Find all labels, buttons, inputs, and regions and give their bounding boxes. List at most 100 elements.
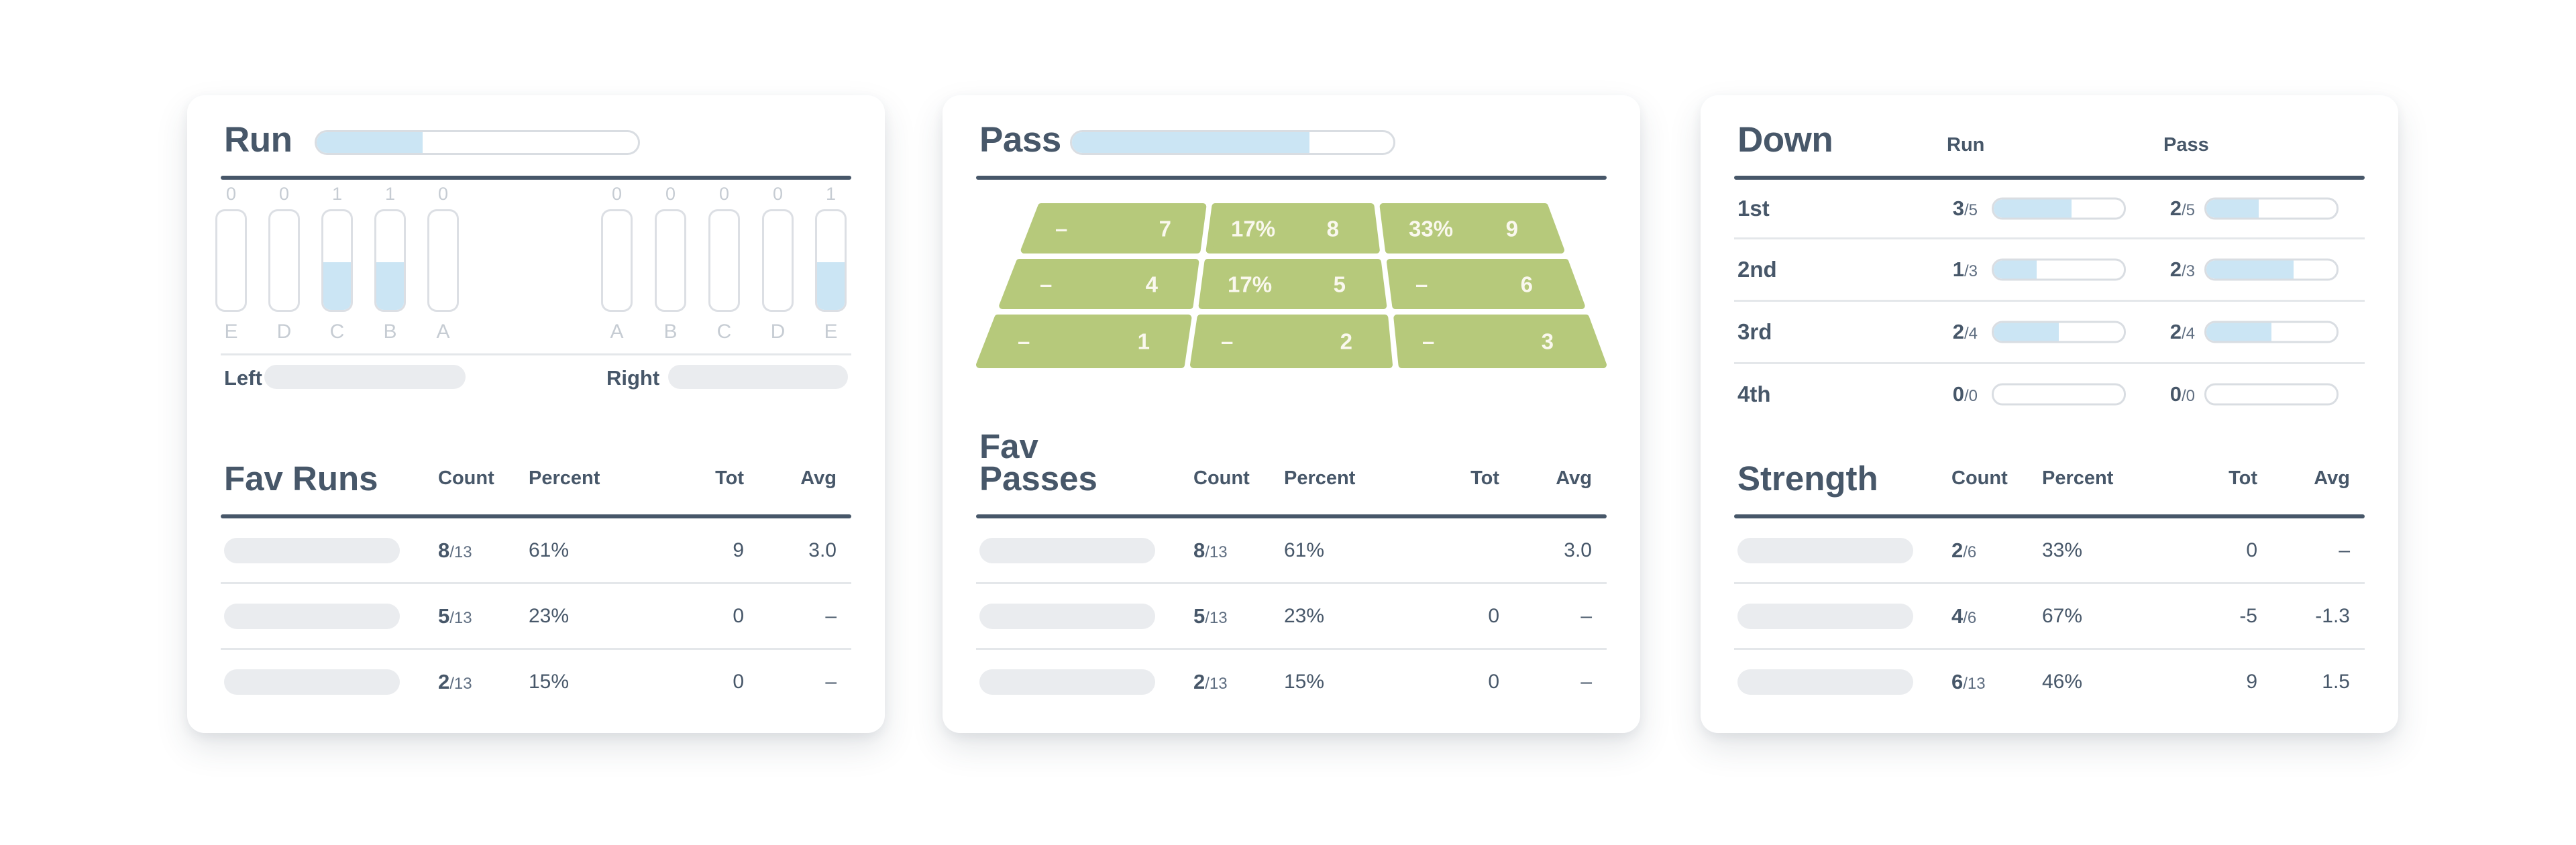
down-row: 2nd 1/3 2/3 [1737,239,2361,300]
left-direction-pill [264,365,466,389]
down-run-bar [1992,383,2126,406]
zone-number: 6 [1521,272,1533,297]
down-run-count: 2/4 [1953,320,1978,344]
gap-bar-fill [323,262,351,310]
fav-passes-title: Fav Passes [979,427,1097,498]
count-denominator: /13 [449,608,472,627]
gap-letter: A [610,321,624,343]
pass-zone-2 [1190,315,1393,368]
run-section-divider [221,353,851,355]
count-value: 2 [1951,538,1964,562]
run-gap-slot: 1 E [815,182,847,343]
avg-cell: 3.0 [1564,539,1592,561]
down-pass-bar [2204,321,2339,343]
gap-bar [427,209,459,312]
count-denominator: /3 [1964,262,1978,280]
down-card-title: Down [1737,120,1833,160]
col-header-avg: Avg [2314,467,2350,489]
count-value: 2 [2169,196,2182,220]
table-row: 8/13 61% 9 3.0 [224,518,848,582]
avg-cell: 3.0 [808,539,837,561]
down-label: 4th [1737,382,1771,406]
count-cell: 4/6 [1951,604,1976,628]
run-gap-slot: 0 A [427,182,459,343]
run-gap-slot: 0 A [601,182,633,343]
zone-number: 8 [1327,217,1339,241]
count-denominator: /0 [2181,387,2195,405]
fav-passes-header: Fav Passes Count Percent Tot Avg [979,427,1603,498]
row-separator [976,648,1607,650]
avg-cell: -1.3 [2315,604,2350,627]
down-row: 3rd 2/4 2/4 [1737,302,2361,362]
gap-bar [321,209,353,312]
count-cell: 8/13 [1193,539,1228,563]
avg-cell: – [1580,604,1592,627]
gap-count: 0 [718,184,730,204]
col-header-percent: Percent [1284,467,1356,489]
down-run-bar [1992,321,2126,343]
pass-zone-8 [1205,203,1380,253]
tot-cell: 9 [2246,670,2257,693]
down-pass-bar [2204,258,2339,281]
left-direction-label: Left [224,366,262,390]
count-value: 5 [1193,604,1205,628]
gap-bar [655,209,686,312]
tot-cell: 0 [2246,539,2257,561]
zone-percent: – [1055,217,1067,241]
down-pass-count: 2/4 [2170,320,2195,344]
strength-name-pill [1737,669,1913,695]
table-row: 2/13 15% 0 – [224,650,848,714]
tot-cell: -5 [2239,604,2257,627]
pass-card-title: Pass [979,120,1061,160]
strength-header: Strength Count Percent Tot Avg [1737,429,2361,496]
strength-name-pill [1737,537,1913,563]
tot-cell: 0 [1488,670,1499,693]
gap-count: 0 [437,184,449,204]
avg-cell: – [825,670,837,693]
zone-number: 2 [1340,329,1352,354]
count-value: 2 [2169,258,2182,281]
play-name-pill [979,669,1155,695]
count-value: 2 [1952,320,1964,343]
percent-cell: 61% [529,539,570,561]
play-name-pill [979,537,1155,563]
avg-cell: – [1580,670,1592,693]
count-value: 0 [2169,382,2182,406]
gap-count: 0 [611,184,623,204]
avg-cell: – [2339,539,2350,561]
gap-letter: C [329,321,345,343]
count-denominator: /5 [1964,201,1978,219]
row-separator [221,648,851,650]
gap-letter: D [276,321,292,343]
gap-bar-fill [817,262,845,310]
fav-runs-title: Fav Runs [224,459,378,498]
gap-bar [268,209,300,312]
percent-cell: 67% [2042,604,2083,627]
down-run-bar-fill [1994,199,2072,218]
down-card: Down Run Pass 1st 3/5 2/5 2nd 1/3 2/3 3r… [1701,95,2398,733]
down-label: 2nd [1737,257,1777,282]
zone-percent: – [1018,329,1030,354]
gap-letter: C [716,321,732,343]
count-cell: 8/13 [438,539,472,563]
gap-letter: A [436,321,450,343]
count-denominator: /4 [1964,325,1978,343]
play-name-pill [224,603,400,629]
percent-cell: 15% [529,670,570,693]
percent-cell: 46% [2042,670,2083,693]
play-name-pill [224,669,400,695]
col-header-tot: Tot [715,467,744,489]
table-header-divider [976,514,1607,518]
play-name-pill [224,537,400,563]
run-share-progress-fill [317,132,423,153]
count-denominator: /13 [1205,543,1228,561]
zone-percent: – [1415,272,1428,297]
gap-count: 0 [278,184,290,204]
gap-bar [601,209,633,312]
col-header-avg: Avg [1556,467,1592,489]
gap-count: 0 [665,184,676,204]
run-gap-slot: 1 B [374,182,406,343]
table-header-divider [221,514,851,518]
tot-cell: 9 [733,539,744,561]
down-pass-count: 2/5 [2170,196,2195,221]
